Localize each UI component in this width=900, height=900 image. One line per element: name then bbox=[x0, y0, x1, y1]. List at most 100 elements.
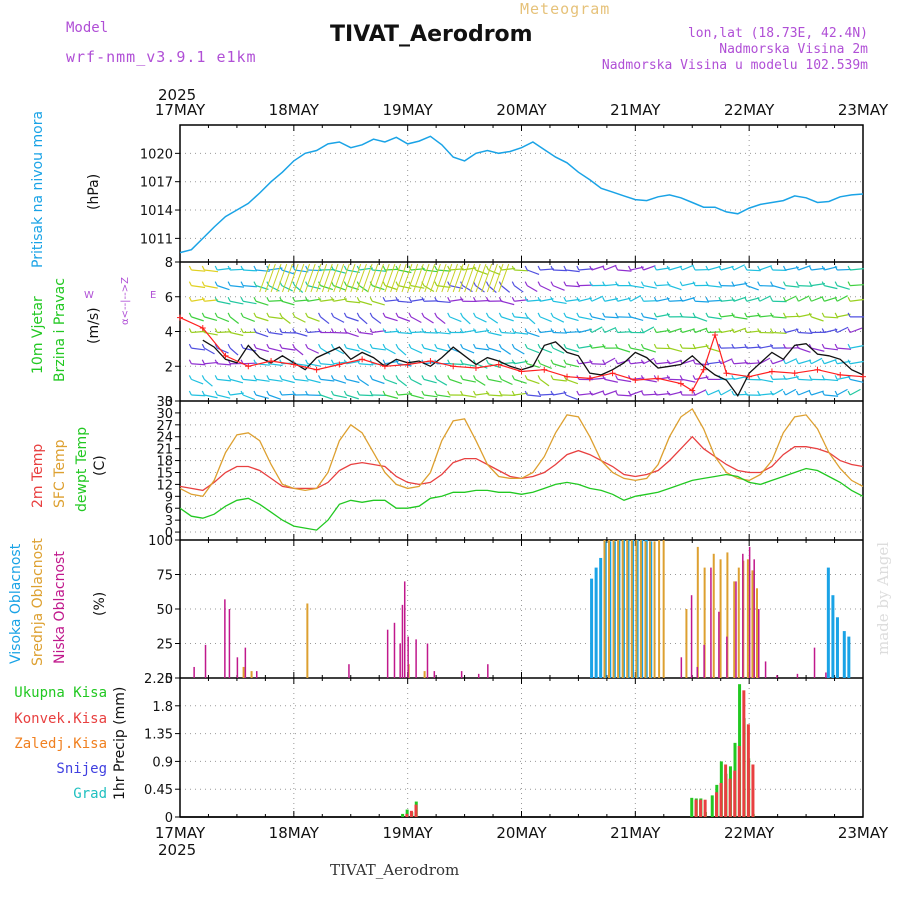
elevation-label: Nadmorska Visina 2m bbox=[719, 42, 868, 57]
wind-barb-flag bbox=[679, 312, 683, 318]
wind-barb bbox=[759, 314, 774, 318]
wind-barb-flag bbox=[589, 312, 593, 318]
wind-barb bbox=[346, 316, 359, 322]
x-label-top: 20MAY bbox=[496, 101, 547, 119]
cloud-ytick-label: 50 bbox=[156, 603, 173, 618]
wind-barb-flag bbox=[847, 281, 851, 286]
wind-barb bbox=[397, 300, 412, 304]
wind-barb bbox=[475, 285, 485, 293]
legend-snow: Snijeg bbox=[56, 761, 107, 777]
wind-hatch bbox=[264, 263, 276, 293]
wind-barb bbox=[591, 326, 603, 334]
cloud-bar-1 bbox=[603, 540, 606, 678]
wind-barb bbox=[281, 347, 296, 351]
wind-barb bbox=[682, 359, 695, 365]
wind-barb bbox=[230, 268, 245, 271]
wind-barb bbox=[539, 316, 552, 323]
wind-barb-flag bbox=[550, 265, 554, 271]
wind-barb bbox=[552, 300, 567, 305]
wind-barb-flag bbox=[292, 375, 296, 380]
wind-barb-flag bbox=[795, 359, 799, 365]
wind-barb-flag bbox=[292, 312, 296, 318]
wind-barb-flag bbox=[369, 296, 373, 302]
wind-barb bbox=[707, 285, 722, 288]
wind-barb-flag bbox=[305, 328, 309, 333]
year-label-bottom: 2025 bbox=[158, 841, 196, 859]
wind-barb bbox=[552, 391, 567, 396]
wind-barb-flag bbox=[718, 265, 722, 271]
wind-barb bbox=[359, 363, 374, 366]
wind-barb bbox=[811, 357, 823, 365]
wind-barb bbox=[462, 347, 475, 354]
wind-barb-flag bbox=[640, 281, 644, 286]
wind-barb bbox=[617, 359, 631, 365]
wind-barb-flag bbox=[576, 359, 580, 365]
wind-barb bbox=[772, 285, 786, 290]
wind-barb bbox=[372, 347, 386, 351]
wind-barb bbox=[333, 378, 347, 384]
wind-barb-flag bbox=[705, 281, 709, 286]
wind-hatch bbox=[304, 263, 316, 293]
cloud-bar-2 bbox=[757, 609, 760, 678]
cloud-bar-2 bbox=[487, 664, 489, 678]
wind-barb-flag bbox=[279, 328, 283, 333]
wind-hatch bbox=[469, 263, 481, 293]
wind-barb bbox=[204, 269, 219, 273]
wind-barb-flag bbox=[640, 312, 644, 318]
wind-barb bbox=[514, 269, 529, 272]
wind-barb bbox=[436, 331, 451, 335]
cloud-panel: 0 25 50 75 100 bbox=[148, 534, 864, 687]
wind-barb bbox=[733, 393, 748, 396]
wind-barb-flag bbox=[408, 296, 412, 302]
wind-barb-flag bbox=[653, 359, 657, 365]
cloud-ytick-label: 100 bbox=[148, 534, 173, 549]
wind-barb-flag bbox=[576, 265, 580, 271]
wind-unit: (m/s) bbox=[86, 307, 102, 344]
wind-barb-flag bbox=[602, 375, 606, 380]
cloud-bar-2 bbox=[386, 629, 389, 678]
precip-unit: 1hr Precip (mm) bbox=[112, 687, 128, 800]
wind-barb-flag bbox=[421, 328, 425, 333]
wind-barb-flag bbox=[692, 343, 696, 349]
pressure-line bbox=[179, 135, 864, 254]
wind-barb-flag bbox=[421, 296, 425, 302]
cloud-bar-1 bbox=[250, 671, 253, 678]
cloud-bar-2 bbox=[477, 673, 480, 678]
wind-barb-flag bbox=[731, 296, 735, 302]
wind-barb bbox=[617, 394, 632, 397]
wind-barb-flag bbox=[808, 265, 812, 271]
wind-barb-flag bbox=[576, 328, 580, 333]
wind-barb bbox=[488, 285, 497, 294]
wind-barb-flag bbox=[653, 312, 657, 318]
cloud-bar-2 bbox=[433, 671, 436, 678]
wind-barb-flag bbox=[731, 359, 735, 365]
wind-barb-flag bbox=[382, 375, 386, 380]
wind-barb bbox=[578, 328, 592, 334]
lonlat-label: lon,lat (18.73E, 42.4N) bbox=[687, 26, 868, 41]
wind-barb-flag bbox=[692, 390, 696, 396]
wind-barb bbox=[630, 295, 642, 302]
cloud-bar-2 bbox=[204, 644, 207, 678]
wind-barb bbox=[824, 347, 839, 351]
wind-barb bbox=[527, 394, 542, 397]
precip-bar-0 bbox=[710, 795, 714, 817]
cloud-bar-2 bbox=[735, 581, 737, 678]
wind-barb-flag bbox=[731, 390, 735, 396]
precip-bar-1 bbox=[703, 799, 707, 817]
wind-barb bbox=[320, 285, 334, 291]
cloud-bar-2 bbox=[710, 567, 712, 678]
wind-barb-flag bbox=[705, 296, 709, 302]
wind-barb bbox=[811, 267, 826, 271]
wind-barb-flag bbox=[421, 390, 425, 396]
wind-barb bbox=[733, 346, 748, 349]
wind-barb-flag bbox=[795, 265, 799, 271]
cloud-bar-2 bbox=[796, 673, 799, 678]
wind-hatch bbox=[378, 263, 390, 293]
wind-barb bbox=[255, 394, 269, 399]
wind-barb-flag bbox=[266, 375, 270, 380]
wind-barb bbox=[204, 347, 215, 355]
wind-barb-flag bbox=[485, 328, 489, 333]
wind-barb-flag bbox=[692, 328, 696, 333]
wind-barb bbox=[746, 269, 761, 272]
wind-barb bbox=[372, 378, 385, 385]
